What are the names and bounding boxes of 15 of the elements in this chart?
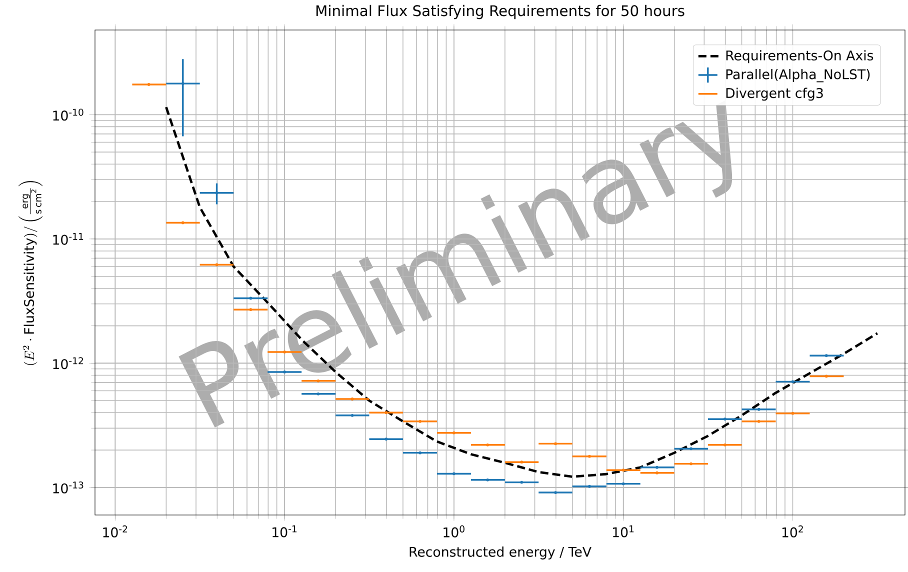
y-tick-label: 10$^{-12}$ <box>53 357 83 370</box>
y-axis-title: $(E^2\cdot\mathrm{FluxSensitivity})/\left(\frac{\mathrm{erg}}{\mathrm{s\,cm^2}}\right)$ <box>18 181 43 365</box>
x-tick-label: 10$^{2}$ <box>782 525 803 538</box>
x-tick-label: 10$^{-1}$ <box>272 525 297 538</box>
x-tick-label: 10$^{1}$ <box>613 525 634 538</box>
x-axis-title: Reconstructed energy / TeV <box>410 546 592 560</box>
x-tick-label: 10$^{0}$ <box>444 525 464 538</box>
y-tick-label: 10$^{-11}$ <box>53 233 84 245</box>
chart-title: Minimal Flux Satisfying Requirements for 50 hours <box>316 4 684 20</box>
legend-label: Parallel(Alpha_NoLST) <box>726 68 870 82</box>
legend-label: Divergent cfg3 <box>726 88 823 101</box>
legend-label: Requirements-On Axis <box>726 50 874 64</box>
y-tick-label: 10$^{-13}$ <box>53 481 84 494</box>
x-tick-label: 10$^{-2}$ <box>103 525 128 538</box>
y-tick-label: 10$^{-10}$ <box>53 108 84 121</box>
